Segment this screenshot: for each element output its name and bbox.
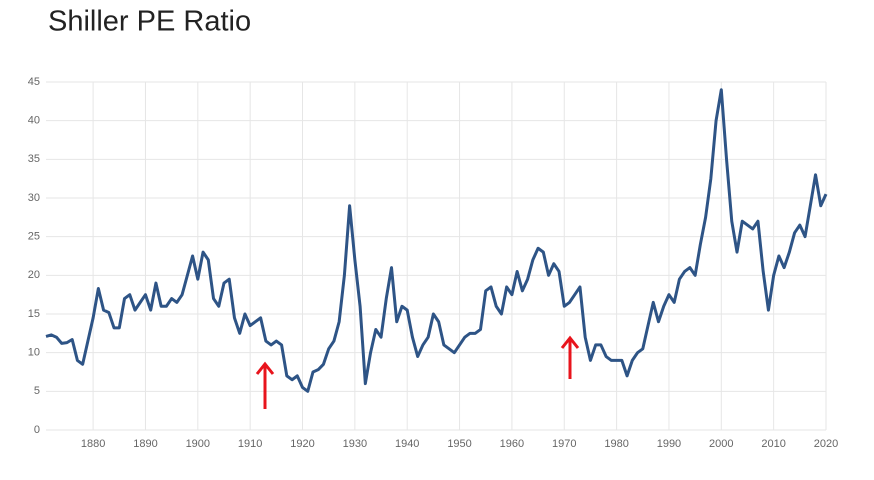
x-tick-label: 1880	[81, 438, 105, 450]
x-tick-label: 1990	[657, 438, 681, 450]
x-tick-label: 1910	[238, 438, 262, 450]
y-tick-label: 0	[34, 424, 40, 436]
x-tick-label: 2010	[761, 438, 785, 450]
x-tick-label: 1980	[604, 438, 628, 450]
x-tick-label: 1900	[186, 438, 210, 450]
x-tick-label: 2000	[709, 438, 733, 450]
y-tick-label: 15	[28, 308, 40, 320]
data-line	[45, 88, 828, 393]
y-tick-label: 35	[28, 153, 40, 165]
x-tick-label: 1960	[500, 438, 524, 450]
y-tick-label: 45	[28, 76, 40, 88]
x-tick-label: 1940	[395, 438, 419, 450]
x-tick-label: 2020	[814, 438, 838, 450]
x-tick-label: 1930	[343, 438, 367, 450]
y-tick-label: 25	[28, 231, 40, 243]
y-tick-label: 10	[28, 347, 40, 359]
chart-title: Shiller PE Ratio	[48, 6, 251, 38]
annotation-arrow	[560, 335, 580, 379]
x-tick-label: 1890	[133, 438, 157, 450]
y-tick-label: 40	[28, 115, 40, 127]
y-tick-label: 20	[28, 269, 40, 281]
x-tick-label: 1950	[447, 438, 471, 450]
x-tick-label: 1920	[290, 438, 314, 450]
y-tick-label: 30	[28, 192, 40, 204]
y-tick-label: 5	[34, 385, 40, 397]
annotation-arrow	[255, 361, 275, 409]
x-tick-label: 1970	[552, 438, 576, 450]
